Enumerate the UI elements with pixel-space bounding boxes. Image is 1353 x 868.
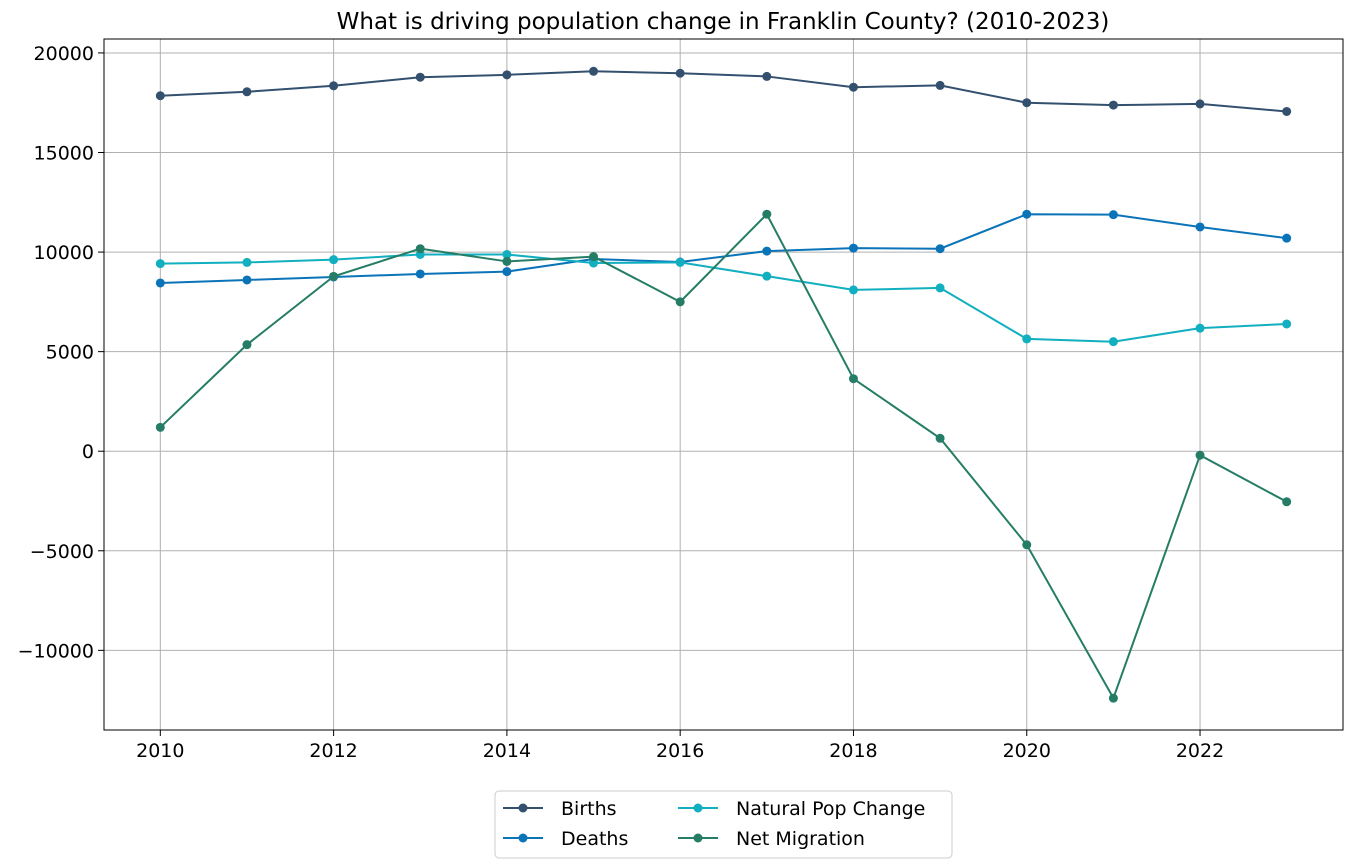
y-tick-label: −5000 bbox=[30, 541, 94, 563]
legend-item-deaths: Deaths bbox=[503, 828, 628, 850]
data-point-natural-pop-change bbox=[242, 257, 252, 267]
data-point-net-migration bbox=[155, 422, 165, 432]
y-tick-label: 10000 bbox=[34, 242, 94, 264]
plot-frame bbox=[103, 38, 1344, 731]
legend-box bbox=[494, 790, 953, 859]
x-tick-label: 2016 bbox=[656, 740, 704, 762]
y-tick-label: 15000 bbox=[34, 143, 94, 165]
x-axis: 2010 2012 2014 2016 2018 2020 2022 bbox=[136, 730, 1224, 762]
data-point-deaths bbox=[1282, 233, 1292, 243]
legend-marker-net-migration bbox=[693, 833, 703, 843]
series-net-migration bbox=[155, 209, 1292, 703]
data-point-natural-pop-change bbox=[762, 271, 772, 281]
legend-item-natural-pop-change: Natural Pop Change bbox=[678, 798, 925, 820]
y-tick-label: 5000 bbox=[46, 342, 94, 364]
series-line-deaths bbox=[160, 213, 1287, 284]
x-tick-label: 2014 bbox=[483, 740, 531, 762]
data-point-net-migration bbox=[415, 244, 425, 254]
data-point-births bbox=[675, 68, 685, 78]
data-point-net-migration bbox=[242, 340, 252, 350]
data-point-natural-pop-change bbox=[155, 259, 165, 269]
data-point-natural-pop-change bbox=[935, 283, 945, 293]
legend-label-births: Births bbox=[561, 798, 617, 820]
x-tick-label: 2010 bbox=[136, 740, 184, 762]
data-point-natural-pop-change bbox=[675, 257, 685, 267]
data-point-births bbox=[155, 91, 165, 101]
series-layer bbox=[155, 66, 1292, 703]
data-point-births bbox=[1195, 99, 1205, 109]
data-point-births bbox=[1022, 98, 1032, 108]
data-point-births bbox=[935, 80, 945, 90]
data-point-natural-pop-change bbox=[502, 249, 512, 259]
legend-item-net-migration: Net Migration bbox=[678, 828, 865, 850]
x-tick-label: 2020 bbox=[1003, 740, 1051, 762]
data-point-net-migration bbox=[329, 271, 339, 281]
data-point-natural-pop-change bbox=[589, 258, 599, 268]
data-point-deaths bbox=[935, 244, 945, 254]
data-point-net-migration bbox=[1195, 450, 1205, 460]
data-point-births bbox=[589, 66, 599, 76]
data-point-net-migration bbox=[675, 297, 685, 307]
series-births bbox=[155, 66, 1292, 116]
data-point-natural-pop-change bbox=[329, 255, 339, 265]
data-point-net-migration bbox=[1108, 693, 1118, 703]
data-point-deaths bbox=[762, 246, 772, 256]
y-tick-label: −10000 bbox=[18, 640, 94, 662]
y-tick-label: 0 bbox=[82, 441, 94, 463]
legend-marker-natural-pop-change bbox=[693, 803, 703, 813]
data-point-births bbox=[762, 71, 772, 81]
data-point-deaths bbox=[1022, 209, 1032, 219]
data-point-natural-pop-change bbox=[848, 285, 858, 295]
legend-label-net-migration: Net Migration bbox=[736, 828, 865, 850]
y-axis: −10000 −5000 0 5000 10000 15000 20000 bbox=[18, 43, 104, 662]
data-point-net-migration bbox=[589, 252, 599, 262]
data-point-natural-pop-change bbox=[1022, 334, 1032, 344]
data-point-deaths bbox=[155, 278, 165, 288]
series-natural-pop-change bbox=[155, 249, 1292, 347]
y-tick-label: 20000 bbox=[34, 43, 94, 65]
x-tick-label: 2018 bbox=[829, 740, 877, 762]
legend-marker-births bbox=[518, 803, 528, 813]
data-point-deaths bbox=[848, 243, 858, 253]
data-point-net-migration bbox=[935, 433, 945, 443]
x-tick-label: 2022 bbox=[1176, 740, 1224, 762]
data-point-net-migration bbox=[848, 374, 858, 384]
data-point-births bbox=[1108, 100, 1118, 110]
legend-label-deaths: Deaths bbox=[561, 828, 628, 850]
legend-item-births: Births bbox=[503, 798, 617, 820]
chart-title: What is driving population change in Fra… bbox=[337, 9, 1110, 35]
data-point-net-migration bbox=[502, 256, 512, 266]
data-point-births bbox=[242, 87, 252, 97]
series-line-births bbox=[160, 70, 1287, 113]
legend-marker-deaths bbox=[518, 833, 528, 843]
data-point-deaths bbox=[242, 275, 252, 285]
series-line-natural-pop-change bbox=[160, 253, 1287, 343]
legend-label-natural-pop-change: Natural Pop Change bbox=[736, 798, 925, 820]
data-point-births bbox=[1282, 106, 1292, 116]
data-point-deaths bbox=[502, 267, 512, 277]
data-point-deaths bbox=[1108, 210, 1118, 220]
data-point-births bbox=[329, 81, 339, 91]
series-deaths bbox=[155, 209, 1292, 288]
grid bbox=[104, 39, 1343, 730]
data-point-births bbox=[415, 72, 425, 82]
legend: Births Deaths Natural Pop Change Net Migrat… bbox=[494, 790, 953, 859]
data-point-natural-pop-change bbox=[1108, 337, 1118, 347]
data-point-net-migration bbox=[1022, 540, 1032, 550]
data-point-deaths bbox=[415, 269, 425, 279]
data-point-net-migration bbox=[762, 209, 772, 219]
data-point-natural-pop-change bbox=[1282, 319, 1292, 329]
data-point-natural-pop-change bbox=[1195, 323, 1205, 333]
data-point-net-migration bbox=[1282, 497, 1292, 507]
x-tick-label: 2012 bbox=[309, 740, 357, 762]
data-point-deaths bbox=[1195, 222, 1205, 232]
data-point-births bbox=[502, 70, 512, 80]
data-point-births bbox=[848, 82, 858, 92]
series-line-net-migration bbox=[159, 212, 1288, 701]
